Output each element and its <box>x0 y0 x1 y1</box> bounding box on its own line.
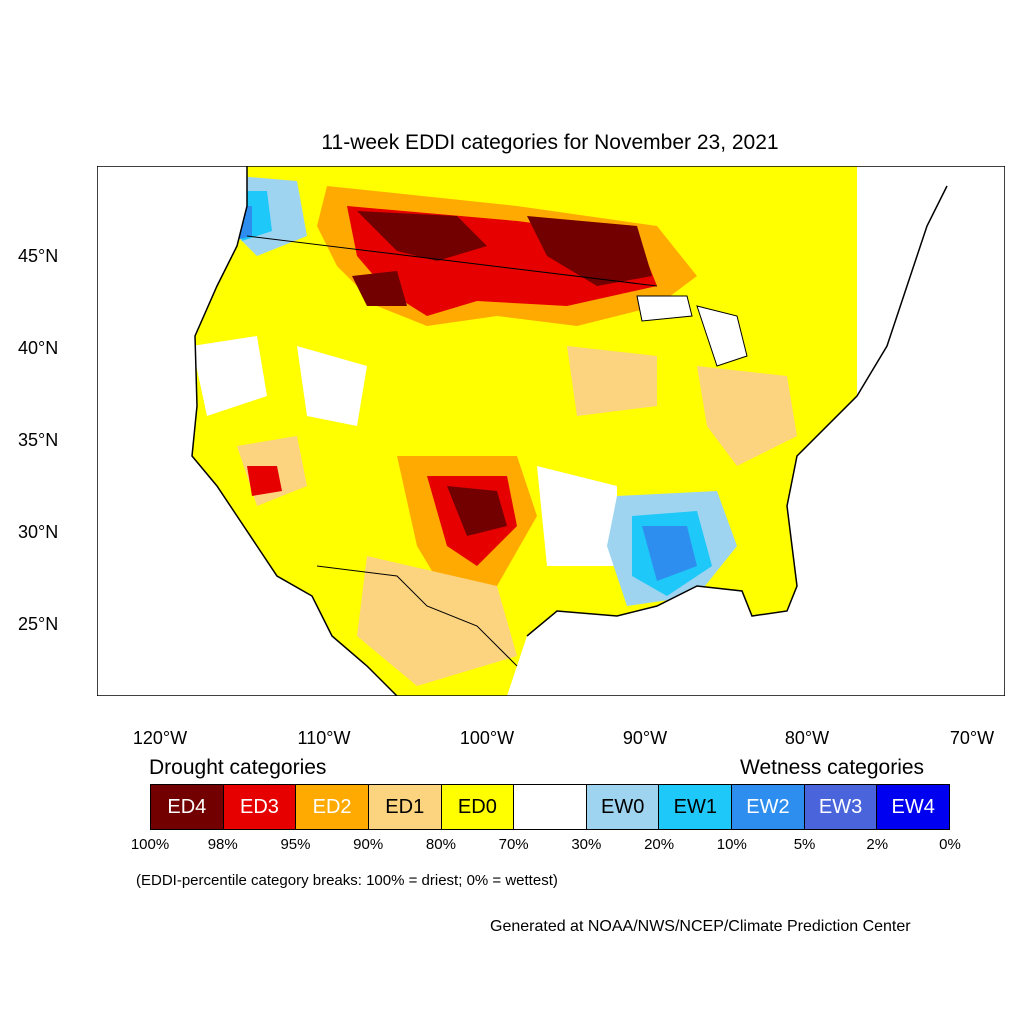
percent-break-label: 100% <box>130 836 170 853</box>
legend-box-neutral <box>514 785 587 829</box>
percent-break-label: 90% <box>353 836 384 853</box>
lat-label: 40°N <box>18 338 59 358</box>
category-note: (EDDI-percentile category breaks: 100% =… <box>136 872 558 889</box>
legend-box-ed3: ED3 <box>223 785 297 829</box>
eddi-map <box>97 166 1005 696</box>
legend-box-ew3: EW3 <box>804 785 878 829</box>
lat-label: 35°N <box>18 430 59 450</box>
percent-break-label: 2% <box>866 836 889 853</box>
lat-label: 30°N <box>18 522 59 542</box>
legend-box-ed4: ED4 <box>151 785 224 829</box>
category-legend: ED4 ED3 ED2 ED1 ED0 EW0 EW1 EW2 EW3 EW4 <box>150 784 950 830</box>
map-title: 11-week EDDI categories for November 23,… <box>321 131 779 154</box>
percent-break-label: 20% <box>644 836 675 853</box>
percent-break-label: 98% <box>207 836 238 853</box>
lon-label: 100°W <box>459 728 515 748</box>
percent-break-label: 70% <box>498 836 529 853</box>
percent-break-label: 80% <box>425 836 456 853</box>
legend-box-ew2: EW2 <box>732 785 805 829</box>
lon-label: 120°W <box>132 728 188 748</box>
legend-box-ed1: ED1 <box>368 785 442 829</box>
legend-box-ew4: EW4 <box>877 785 950 829</box>
percent-break-label: 30% <box>571 836 602 853</box>
legend-box-ed0: ED0 <box>441 785 515 829</box>
legend-box-ew1: EW1 <box>659 785 733 829</box>
drought-categories-title: Drought categories <box>149 756 327 779</box>
lat-label: 25°N <box>18 614 59 634</box>
credit-line: Generated at NOAA/NWS/NCEP/Climate Predi… <box>490 918 911 935</box>
lon-label: 70°W <box>949 728 995 748</box>
lon-label: 90°W <box>622 728 668 748</box>
percent-break-label: 0% <box>939 836 961 853</box>
wetness-categories-title: Wetness categories <box>740 756 925 779</box>
percent-break-label: 5% <box>793 836 816 853</box>
legend-box-ew0: EW0 <box>586 785 660 829</box>
legend-box-ed2: ED2 <box>296 785 369 829</box>
lon-label: 80°W <box>784 728 830 748</box>
lon-label: 110°W <box>297 728 351 748</box>
lat-label: 45°N <box>18 246 59 266</box>
percent-break-label: 10% <box>716 836 747 853</box>
percent-break-label: 95% <box>280 836 311 853</box>
